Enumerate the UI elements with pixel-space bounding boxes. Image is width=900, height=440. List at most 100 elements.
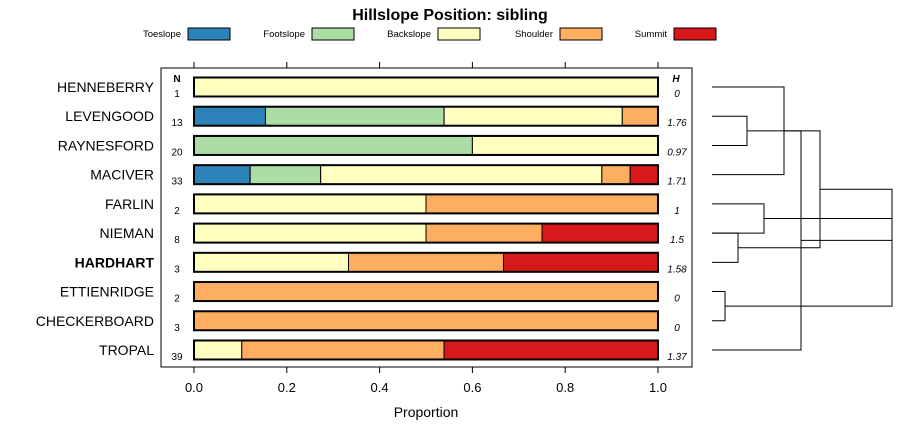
n-column-header: N — [173, 74, 180, 85]
bar-segment — [264, 106, 445, 127]
bar-segment — [601, 164, 631, 185]
bar-segment — [241, 339, 445, 360]
bar-segment — [193, 77, 659, 97]
legend-swatch — [437, 27, 481, 41]
n-label: 13 — [171, 118, 183, 129]
n-label: 2 — [174, 206, 180, 217]
bar-segment — [193, 339, 243, 360]
dendrogram-link — [712, 115, 748, 146]
n-label: 3 — [174, 323, 180, 334]
bar-outline — [193, 193, 659, 215]
legend-label: Shoulder — [515, 29, 553, 40]
category-label: ETTIENRIDGE — [60, 284, 154, 300]
legend-swatch — [311, 27, 355, 41]
h-label: 1.71 — [667, 177, 686, 188]
dendrogram-link — [712, 291, 726, 322]
h-label: 1.58 — [667, 264, 687, 275]
bar-segment — [193, 223, 427, 244]
bar-segment — [443, 339, 659, 360]
h-label: 0 — [674, 89, 680, 100]
bar-outline — [193, 251, 659, 273]
bar-segment — [193, 106, 266, 127]
n-label: 20 — [171, 147, 183, 158]
bar-segment — [193, 310, 659, 331]
bar-segment — [249, 164, 322, 185]
x-tick-label: 1.0 — [649, 380, 667, 395]
category-label: MACIVER — [90, 167, 154, 183]
bar-segment — [621, 106, 659, 127]
category-label: HARDHART — [75, 254, 155, 270]
h-label: 0.97 — [667, 147, 687, 158]
legend-swatch — [673, 27, 717, 41]
n-label: 3 — [174, 264, 180, 275]
bar-segment — [443, 106, 623, 127]
bar-segment — [425, 193, 659, 214]
bar-segment — [629, 164, 659, 185]
dendrogram-link — [764, 217, 893, 241]
n-label: 2 — [174, 294, 180, 305]
x-tick-label: 0.2 — [278, 380, 296, 395]
bar-segment — [193, 164, 251, 185]
plot-frame — [160, 67, 693, 368]
dendrogram-link — [725, 188, 893, 307]
legend: Toeslope Footslope Backslope Shoulder Summit — [143, 27, 717, 41]
x-axis: 0.0 0.2 0.4 0.6 0.8 1.0 — [185, 62, 667, 395]
bar-outline — [193, 134, 659, 156]
dendrogram-link — [712, 203, 765, 234]
category-label: LEVENGOOD — [65, 108, 154, 124]
bar-outline — [193, 310, 659, 332]
h-column-header: H — [672, 74, 680, 85]
category-label: CHECKERBOARD — [36, 313, 154, 329]
category-label: RAYNESFORD — [58, 137, 154, 153]
legend-swatch — [559, 27, 603, 41]
category-label: HENNEBERRY — [57, 79, 155, 95]
h-labels: 0 1.76 0.97 1.71 1 1.5 1.58 0 0 1.37 — [667, 89, 687, 363]
bar-segment — [541, 223, 659, 244]
bar-segment — [425, 223, 543, 244]
bar-outline — [193, 222, 659, 244]
h-label: 1.5 — [670, 235, 684, 246]
bar-segment — [320, 164, 603, 185]
chart-title: Hillslope Position: sibling — [352, 7, 548, 24]
n-labels: 1 13 20 33 2 8 3 2 3 39 — [171, 89, 183, 363]
bar-segment — [193, 252, 350, 273]
bar-outline — [193, 281, 659, 303]
n-label: 8 — [174, 235, 180, 246]
bar-segment — [193, 281, 659, 302]
bar-segment — [348, 252, 504, 273]
legend-swatch — [187, 27, 231, 41]
n-label: 33 — [171, 177, 183, 188]
category-label: FARLIN — [105, 196, 154, 212]
legend-label: Summit — [635, 29, 668, 40]
x-tick-label: 0.4 — [371, 380, 389, 395]
bar-outline — [193, 76, 659, 98]
bars-group — [193, 76, 659, 361]
bar-segment — [193, 193, 427, 214]
dendrogram-link — [738, 130, 821, 249]
h-label: 1.37 — [667, 352, 687, 363]
legend-label: Footslope — [263, 29, 305, 40]
x-tick-label: 0.6 — [463, 380, 481, 395]
bar-outline — [193, 164, 659, 186]
h-label: 0 — [674, 323, 680, 334]
bar-segment — [471, 135, 659, 156]
legend-label: Backslope — [387, 29, 431, 40]
category-label: TROPAL — [99, 342, 154, 358]
bar-segment — [502, 252, 659, 273]
x-tick-label: 0.0 — [185, 380, 203, 395]
x-tick-label: 0.8 — [556, 380, 574, 395]
dendrogram — [712, 86, 893, 351]
category-labels: HENNEBERRY LEVENGOOD RAYNESFORD MACIVER FARL… — [36, 79, 155, 358]
bar-outline — [193, 105, 659, 127]
h-label: 0 — [674, 294, 680, 305]
x-axis-title: Proportion — [394, 404, 459, 420]
bar-outline — [193, 339, 659, 361]
h-label: 1.76 — [667, 118, 687, 129]
category-label: NIEMAN — [100, 225, 154, 241]
dendrogram-link — [712, 232, 739, 263]
h-label: 1 — [674, 206, 680, 217]
n-label: 39 — [171, 352, 183, 363]
n-label: 1 — [174, 89, 180, 100]
legend-label: Toeslope — [143, 29, 181, 40]
